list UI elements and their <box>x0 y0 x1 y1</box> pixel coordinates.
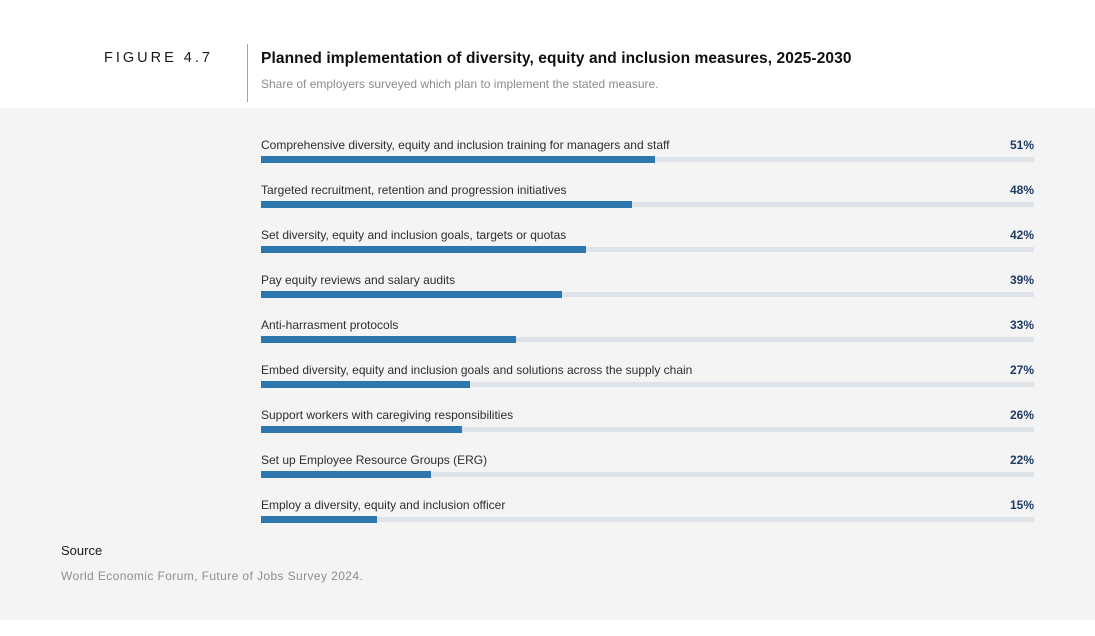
bar-track <box>261 516 1034 523</box>
chart-row: Support workers with caregiving responsi… <box>261 408 1034 433</box>
source-block: Source World Economic Forum, Future of J… <box>61 543 1095 583</box>
bar-track <box>261 201 1034 208</box>
bar-category-label: Set diversity, equity and inclusion goal… <box>261 228 567 242</box>
header-divider <box>247 44 248 102</box>
bar-value-label: 42% <box>1009 228 1034 242</box>
bar-fill <box>261 336 517 343</box>
bar-value-label: 15% <box>1009 498 1034 512</box>
bar-category-label: Anti-harrasment protocols <box>261 318 399 332</box>
bar-value-label: 33% <box>1009 318 1034 332</box>
bar-fill <box>261 201 633 208</box>
bar-chart: Comprehensive diversity, equity and incl… <box>261 108 1034 523</box>
bar-value-label: 27% <box>1009 363 1034 377</box>
bar-category-label: Employ a diversity, equity and inclusion… <box>261 498 506 512</box>
figure-header: FIGURE 4.7 Planned implementation of div… <box>0 0 1095 108</box>
source-text: World Economic Forum, Future of Jobs Sur… <box>61 569 364 583</box>
bar-fill <box>261 516 377 523</box>
bar-value-label: 48% <box>1009 183 1034 197</box>
bar-track <box>261 336 1034 343</box>
bar-category-label: Comprehensive diversity, equity and incl… <box>261 138 670 152</box>
chart-row: Employ a diversity, equity and inclusion… <box>261 498 1034 523</box>
bar-category-label: Targeted recruitment, retention and prog… <box>261 183 567 197</box>
bar-fill <box>261 471 432 478</box>
bar-category-label: Support workers with caregiving responsi… <box>261 408 514 422</box>
bar-track <box>261 381 1034 388</box>
title-block: Planned implementation of diversity, equ… <box>261 44 852 91</box>
bar-value-label: 39% <box>1009 273 1034 287</box>
bar-track <box>261 246 1034 253</box>
bar-category-label: Pay equity reviews and salary audits <box>261 273 456 287</box>
chart-row: Embed diversity, equity and inclusion go… <box>261 363 1034 388</box>
bar-value-label: 51% <box>1009 138 1034 152</box>
bar-fill <box>261 246 586 253</box>
bar-fill <box>261 426 462 433</box>
chart-row: Comprehensive diversity, equity and incl… <box>261 138 1034 163</box>
figure-label: FIGURE 4.7 <box>104 50 213 66</box>
bar-category-label: Embed diversity, equity and inclusion go… <box>261 363 693 377</box>
chart-title: Planned implementation of diversity, equ… <box>261 50 852 67</box>
chart-subtitle: Share of employers surveyed which plan t… <box>261 77 659 91</box>
chart-row: Targeted recruitment, retention and prog… <box>261 183 1034 208</box>
chart-row: Set up Employee Resource Groups (ERG) 22… <box>261 453 1034 478</box>
bar-track <box>261 426 1034 433</box>
bar-fill <box>261 291 563 298</box>
bar-track <box>261 156 1034 163</box>
chart-panel: Comprehensive diversity, equity and incl… <box>0 108 1095 620</box>
chart-row: Set diversity, equity and inclusion goal… <box>261 228 1034 253</box>
bar-value-label: 26% <box>1009 408 1034 422</box>
bar-track <box>261 291 1034 298</box>
bar-fill <box>261 381 470 388</box>
bar-track <box>261 471 1034 478</box>
chart-row: Anti-harrasment protocols 33% <box>261 318 1034 343</box>
bar-category-label: Set up Employee Resource Groups (ERG) <box>261 453 488 467</box>
source-label: Source <box>61 543 103 558</box>
bar-value-label: 22% <box>1009 453 1034 467</box>
bar-fill <box>261 156 656 163</box>
chart-row: Pay equity reviews and salary audits 39% <box>261 273 1034 298</box>
